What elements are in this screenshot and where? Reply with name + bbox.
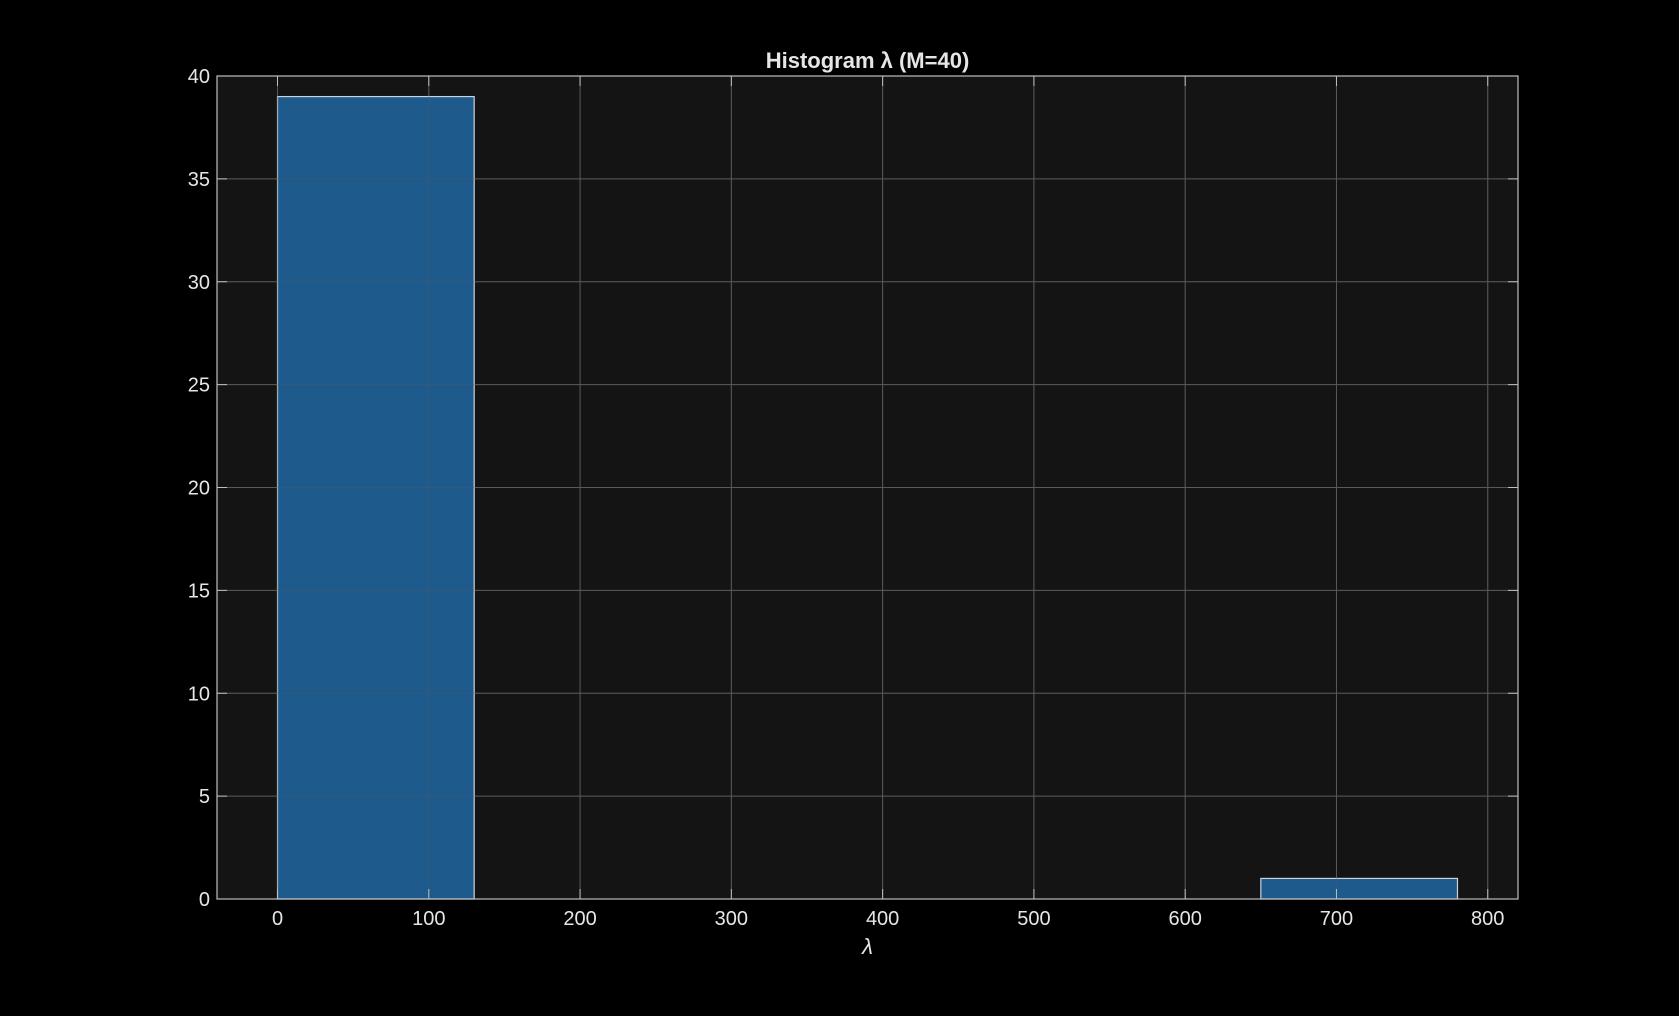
- y-tick-label: 40: [188, 66, 210, 88]
- y-tick-label: 15: [188, 580, 210, 602]
- chart-title: Histogram λ (M=40): [766, 48, 970, 73]
- x-tick-label: 100: [412, 908, 445, 930]
- histogram-bars: [276, 95, 1459, 900]
- x-axis-label: λ: [861, 934, 873, 959]
- axis-ticks: 0 100 200 300 400 500 600 700 800 0 5 10 15 20 25 30 35 4…: [188, 66, 1518, 930]
- x-tick-label: 600: [1168, 908, 1201, 930]
- y-tick-label: 20: [188, 478, 210, 500]
- x-tick-label: 500: [1017, 908, 1050, 930]
- x-tick-label: 400: [866, 908, 899, 930]
- y-tick-label: 5: [199, 786, 210, 808]
- y-tick-label: 35: [188, 169, 210, 191]
- y-tick-label: 0: [199, 889, 210, 911]
- histogram-bar-0: [276, 95, 475, 900]
- histogram-bar-1: [1260, 877, 1459, 900]
- y-tick-label: 30: [188, 272, 210, 294]
- x-tick-label: 0: [272, 908, 283, 930]
- y-tick-label: 10: [188, 683, 210, 705]
- x-tick-label: 300: [715, 908, 748, 930]
- y-tick-label: 25: [188, 375, 210, 397]
- x-tick-label: 200: [563, 908, 596, 930]
- x-tick-label: 700: [1320, 908, 1353, 930]
- x-tick-label: 800: [1471, 908, 1504, 930]
